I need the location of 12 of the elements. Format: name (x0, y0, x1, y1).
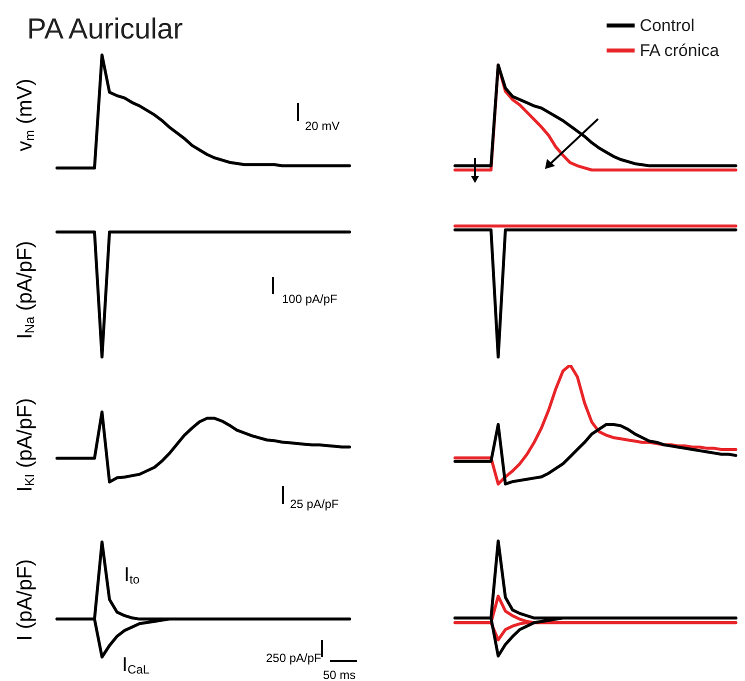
legend-label: FA crónica (640, 41, 720, 60)
y-axis-title: vm (mV) (14, 78, 37, 152)
text: 25 pA/pF (290, 497, 339, 511)
text: 50 ms (323, 668, 356, 681)
annotation: 20 mV (305, 119, 340, 133)
chart-title: PA Auricular (27, 14, 184, 46)
legend-label: Control (640, 16, 694, 35)
y-axis-title: I (pA/pF) (14, 559, 36, 641)
y-axis-title: INa (pA/pF) (14, 240, 37, 340)
annotation: 100 pA/pF (282, 292, 338, 306)
annotation: 250 pA/pF (266, 651, 322, 665)
y-axis-title: IKI (pA/pF) (14, 398, 37, 492)
